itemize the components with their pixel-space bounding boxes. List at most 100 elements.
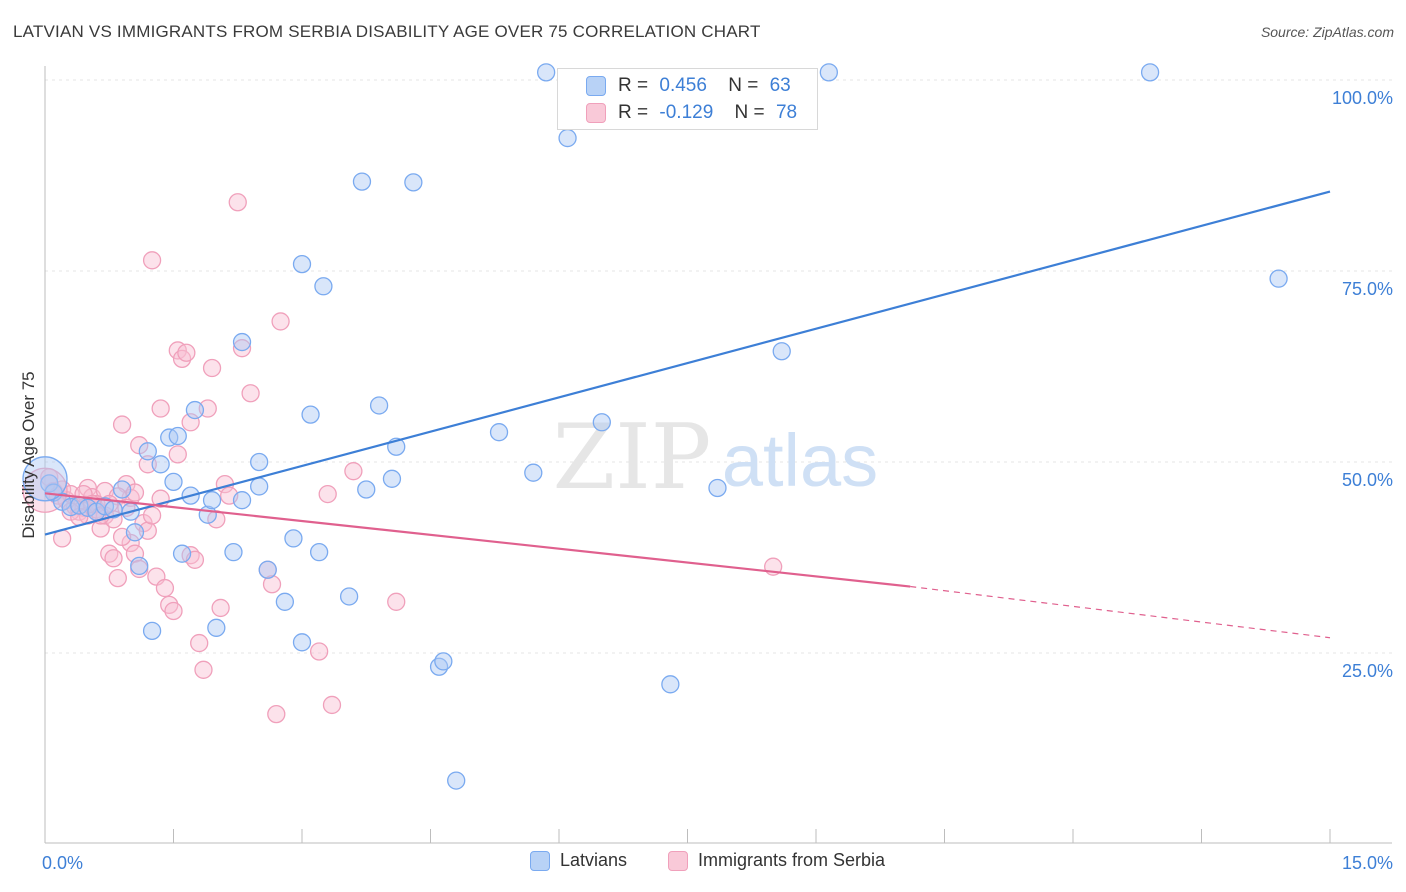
point-serbia <box>164 601 183 621</box>
point-latvians <box>708 478 727 498</box>
point-serbia <box>142 251 162 270</box>
point-latvians <box>130 556 149 576</box>
source-label: Source: ZipAtlas.com <box>1260 24 1394 40</box>
point-latvians <box>202 491 222 510</box>
point-latvians <box>339 587 359 606</box>
axes <box>44 66 1392 844</box>
point-latvians <box>404 173 423 192</box>
point-serbia <box>232 339 252 358</box>
point-latvians <box>292 633 312 652</box>
chart-title: LATVIAN VS IMMIGRANTS FROM SERBIA DISABI… <box>13 22 761 41</box>
point-serbia <box>267 704 286 724</box>
point-serbia <box>262 575 282 594</box>
point-latvians <box>168 426 187 446</box>
point-latvians <box>40 474 59 493</box>
serbia-legend-swatch <box>668 850 688 871</box>
point-latvians <box>232 491 252 510</box>
point-serbia <box>190 633 209 653</box>
latvians-swatch <box>586 76 606 96</box>
point-latvians <box>819 63 838 82</box>
point-latvians <box>357 480 376 499</box>
point-serbia <box>241 384 260 403</box>
legend-item-serbia[interactable]: Immigrants from Serbia <box>668 850 885 871</box>
point-latvians <box>142 621 162 640</box>
point-serbia <box>177 343 196 362</box>
point-latvians <box>314 277 333 296</box>
point-serbia <box>387 592 406 611</box>
point-serbia <box>211 598 230 618</box>
point-latvians <box>250 452 269 472</box>
watermark: ZIP atlas <box>553 405 878 510</box>
point-serbia <box>151 399 170 418</box>
point-latvians <box>382 469 402 488</box>
point-latvians <box>232 332 252 352</box>
trend-line-latvians <box>44 190 1331 536</box>
serbia-swatch <box>586 103 606 123</box>
point-latvians <box>284 529 303 548</box>
point-latvians <box>275 592 295 611</box>
point-latvians <box>661 675 680 694</box>
point-latvians <box>292 254 312 274</box>
watermark-zip: ZIP <box>553 405 712 510</box>
tick-labels: 25.0% 50.0% 75.0% 100.0% 0.0% 15.0% <box>42 88 1393 873</box>
point-latvians <box>224 543 243 562</box>
trend-line-serbia <box>44 492 911 588</box>
y-tick-label: 50.0% <box>1342 470 1393 490</box>
data-points <box>22 63 1288 790</box>
legend-label-serbia: Immigrants from Serbia <box>698 850 886 870</box>
point-serbia <box>228 193 247 212</box>
legend-label-latvians: Latvians <box>560 850 628 870</box>
point-latvians <box>772 342 791 361</box>
stats-text-latvians: R = 0.456 N = 63 <box>618 75 791 96</box>
y-tick-label: 100.0% <box>1332 88 1393 108</box>
point-latvians <box>489 423 509 442</box>
y-tick-label: 25.0% <box>1342 661 1393 681</box>
y-tick-label: 75.0% <box>1342 279 1393 299</box>
point-latvians <box>164 472 183 492</box>
point-serbia <box>138 455 157 474</box>
y-axis-label: Disability Age Over 75 <box>19 371 38 538</box>
point-latvians <box>250 477 269 496</box>
point-latvians <box>151 455 170 474</box>
point-serbia <box>104 549 123 568</box>
stats-legend: R = 0.456 N = 63 R = -0.129 N = 78 <box>557 68 818 130</box>
stats-text-serbia: R = -0.129 N = 78 <box>618 102 798 123</box>
point-latvians <box>112 480 132 499</box>
point-latvians <box>309 543 329 562</box>
point-serbia <box>271 312 290 331</box>
point-serbia <box>142 506 162 525</box>
point-serbia <box>108 568 127 588</box>
point-latvians <box>301 405 320 424</box>
point-latvians <box>172 544 192 563</box>
point-latvians <box>352 172 372 191</box>
legend-item-latvians[interactable]: Latvians <box>530 850 627 871</box>
point-serbia <box>344 462 363 481</box>
point-serbia <box>202 358 222 378</box>
point-serbia <box>194 660 213 679</box>
point-latvians <box>207 618 226 637</box>
point-latvians <box>558 128 577 148</box>
point-serbia <box>155 578 175 598</box>
x-tick-label-min: 0.0% <box>42 853 83 873</box>
point-latvians <box>592 413 611 432</box>
point-latvians <box>185 400 205 420</box>
point-latvians <box>524 463 543 482</box>
point-latvians <box>138 442 157 461</box>
trend-lines <box>44 190 1331 639</box>
point-latvians <box>537 63 556 82</box>
point-latvians <box>125 523 145 542</box>
point-latvians <box>447 771 466 790</box>
point-serbia <box>112 415 132 434</box>
cluster-point-latvians <box>22 456 68 502</box>
point-serbia <box>168 445 187 464</box>
grid-lines <box>45 79 1392 654</box>
x-tick-label-max: 15.0% <box>1342 853 1393 873</box>
trend-line-serbia-extrapolated <box>910 585 1331 639</box>
bottom-legend: Latvians Immigrants from Serbia <box>0 850 1406 878</box>
point-latvians <box>1140 63 1160 82</box>
point-latvians <box>434 652 453 671</box>
point-serbia <box>322 695 342 715</box>
point-latvians <box>258 560 277 579</box>
point-serbia <box>309 642 329 661</box>
